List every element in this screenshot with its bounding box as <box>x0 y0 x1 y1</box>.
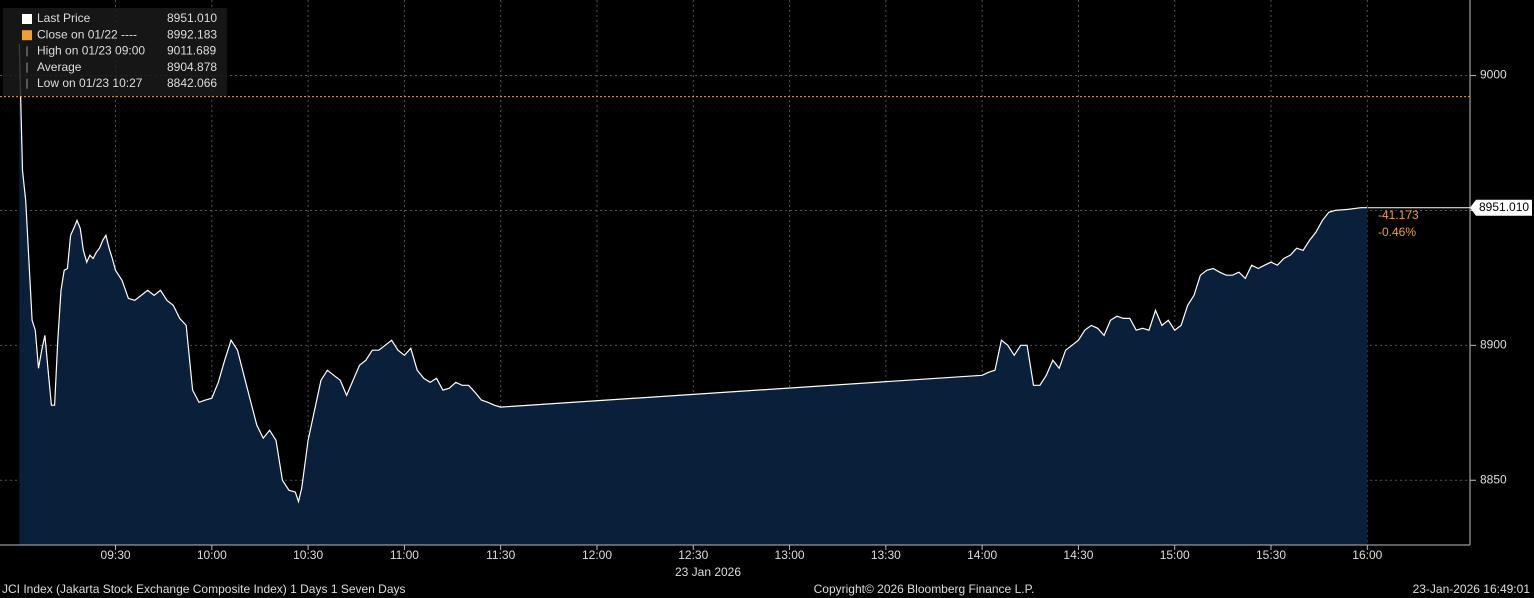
legend-label: Last Price <box>37 11 91 25</box>
footer-left: JCI Index (Jakarta Stock Exchange Compos… <box>2 582 406 596</box>
x-tick-label: 13:00 <box>775 548 805 562</box>
footer-right: 23-Jan-2026 16:49:01 <box>1413 582 1531 596</box>
legend-value: 8951.010 <box>167 11 217 25</box>
x-tick-label: 16:00 <box>1352 548 1382 562</box>
date-label: 23 Jan 2026 <box>675 565 741 579</box>
price-line <box>18 43 1368 504</box>
y-tick-label: 8850 <box>1480 472 1507 486</box>
legend-value: 9011.689 <box>167 44 216 58</box>
legend-label: Average <box>37 60 82 74</box>
area <box>19 44 1368 545</box>
x-tick-label: 11:00 <box>390 548 419 562</box>
change-pct-label: -0.46% <box>1378 225 1416 239</box>
x-tick-label: 10:00 <box>197 548 227 562</box>
plot-area <box>0 0 1470 545</box>
legend-value: 8842.066 <box>167 76 217 90</box>
legend-label: Close on 01/22 ---- <box>37 27 137 41</box>
x-tick-label: 13:30 <box>871 548 901 562</box>
change-label: -41.173 <box>1378 208 1419 222</box>
legend-swatch <box>22 14 32 24</box>
y-tick-label: 9000 <box>1480 68 1507 82</box>
x-tick-label: 14:00 <box>967 548 997 562</box>
legend-value: 8992.183 <box>167 27 217 41</box>
last-price-tag <box>1470 199 1532 216</box>
x-tick-label: 15:30 <box>1256 548 1286 562</box>
legend-label: Low on 01/23 10:27 <box>37 76 143 90</box>
legend-value: 8904.878 <box>167 60 217 74</box>
x-tick-label: 09:30 <box>101 548 131 562</box>
legend-label: High on 01/23 09:00 <box>37 44 145 58</box>
x-tick-label: 10:30 <box>293 548 323 562</box>
x-tick-label: 14:30 <box>1063 548 1093 562</box>
x-tick-label: 15:00 <box>1160 548 1190 562</box>
last-price-label: 8951.010 <box>1479 200 1529 214</box>
y-tick-label: 8900 <box>1480 338 1507 352</box>
legend-swatch <box>22 30 32 41</box>
legend: Last Price 8951.010 Close on 01/22 ---- 899… <box>3 8 227 96</box>
x-tick-label: 12:30 <box>678 548 708 562</box>
footer-center: Copyright© 2026 Bloomberg Finance L.P. <box>814 582 1035 596</box>
x-tick-label: 11:30 <box>486 548 515 562</box>
legend-box <box>3 8 227 96</box>
x-tick-label: 12:00 <box>582 548 612 562</box>
